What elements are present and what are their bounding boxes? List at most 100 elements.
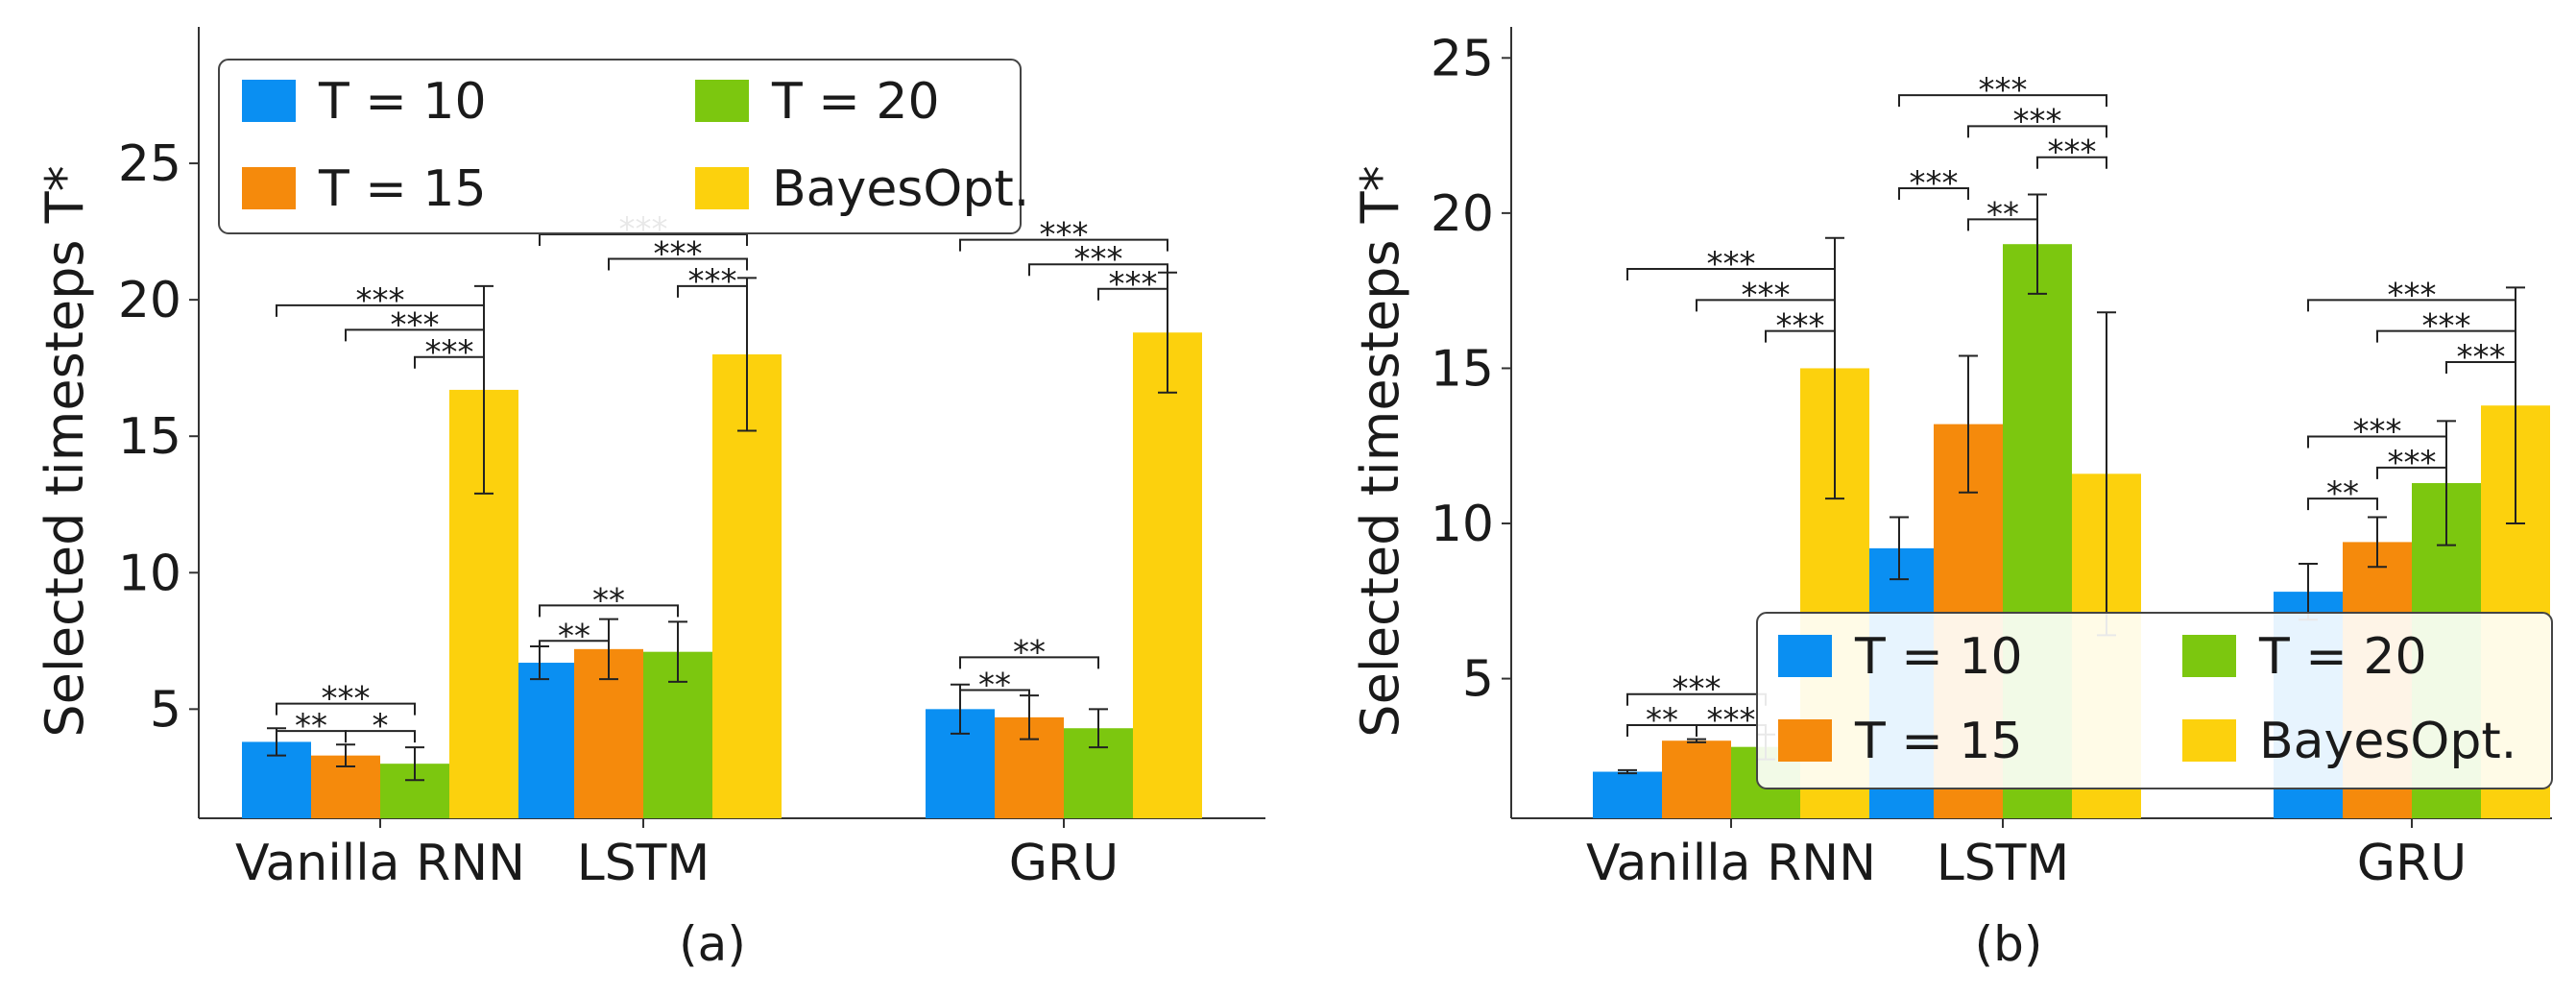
- legend-label: T = 20: [771, 73, 940, 131]
- significance-bracket: [345, 328, 485, 342]
- legend-swatch: [695, 80, 749, 122]
- significance-bracket: [1696, 299, 1836, 312]
- significance-bracket: [1097, 287, 1168, 301]
- legend-label: T = 15: [318, 160, 487, 218]
- significance-label: ***: [2457, 338, 2506, 376]
- x-tick-label: Vanilla RNN: [235, 835, 525, 892]
- x-tick-label: GRU: [1009, 835, 1119, 892]
- x-tick-label: LSTM: [1937, 835, 2070, 892]
- significance-label: **: [1986, 195, 2019, 233]
- y-axis-label: Selected timesteps T*: [35, 165, 95, 737]
- significance-label: ***: [2388, 276, 2437, 314]
- y-tick-label: 5: [150, 681, 181, 739]
- y-tick-label: 25: [118, 135, 181, 193]
- bar: [1593, 771, 1662, 818]
- legend-swatch: [242, 167, 296, 209]
- legend-box: [1756, 612, 2553, 789]
- y-tick-label: 10: [118, 545, 181, 602]
- y-tick-label: 25: [1431, 30, 1494, 87]
- significance-label: ***: [322, 680, 371, 718]
- bar: [1133, 332, 1202, 818]
- significance-bracket: [959, 656, 1099, 669]
- y-tick-label: 15: [118, 408, 181, 466]
- significance-label: ***: [1707, 701, 1756, 740]
- legend-box: [218, 59, 1022, 234]
- y-tick-label: 20: [118, 272, 181, 329]
- significance-label: ***: [654, 235, 703, 274]
- significance-bracket: [2307, 435, 2447, 449]
- significance-label: ***: [391, 305, 440, 344]
- significance-bracket: [1967, 218, 2038, 231]
- significance-bracket: [414, 355, 485, 369]
- legend-swatch: [2182, 635, 2236, 677]
- significance-label: ***: [1040, 216, 1089, 255]
- significance-label: *: [373, 707, 389, 745]
- legend-swatch: [1778, 635, 1832, 677]
- significance-bracket: [959, 238, 1168, 252]
- significance-bracket: [1967, 125, 2107, 138]
- panel-label: (a): [679, 916, 746, 972]
- legend-label: T = 20: [2258, 628, 2427, 686]
- y-tick-label: 10: [1431, 496, 1494, 553]
- significance-bracket: [276, 303, 485, 317]
- significance-bracket: [2376, 329, 2516, 343]
- chart-panel-a: 5 10 15 20 25 Vanilla RNN LSTM GRU Selected time…: [35, 27, 1265, 972]
- significance-bracket: [608, 257, 748, 271]
- significance-label: ***: [425, 333, 474, 372]
- significance-label: ***: [1707, 245, 1756, 283]
- significance-bracket: [1626, 268, 1836, 281]
- chart-panel-b: 5 10 15 20 25 Vanilla RNN LSTM GRU Selected time…: [1350, 27, 2553, 972]
- significance-label: ***: [1742, 276, 1791, 314]
- significance-bracket: [1765, 329, 1836, 343]
- y-tick-label: 15: [1431, 340, 1494, 398]
- legend-label: T = 15: [1854, 713, 2023, 770]
- y-axis-label: Selected timesteps T*: [1350, 165, 1410, 737]
- significance-label: **: [2326, 474, 2359, 513]
- significance-label: ***: [2013, 102, 2062, 140]
- legend-swatch: [695, 167, 749, 209]
- significance-bracket: [959, 689, 1030, 702]
- significance-bracket: [539, 640, 610, 653]
- significance-label: ***: [1979, 71, 2028, 109]
- significance-label: ***: [1673, 670, 1721, 709]
- significance-label: ***: [1776, 307, 1825, 346]
- significance-bracket: [2376, 466, 2447, 479]
- significance-bracket: [1028, 263, 1168, 277]
- significance-bracket: [2307, 299, 2516, 312]
- significance-label: ***: [1910, 164, 1959, 203]
- significance-label: ***: [2048, 133, 2097, 172]
- legend-swatch: [1778, 719, 1832, 762]
- significance-label: **: [1013, 633, 1046, 671]
- significance-bracket: [2445, 360, 2516, 374]
- significance-bracket: [1898, 187, 1969, 201]
- y-tick-label: 5: [1462, 651, 1494, 709]
- significance-label: ***: [688, 262, 737, 301]
- legend-swatch: [242, 80, 296, 122]
- significance-label: ***: [356, 281, 405, 320]
- significance-bracket: [345, 730, 416, 743]
- significance-bracket: [1898, 94, 2107, 108]
- significance-label: **: [1646, 701, 1678, 740]
- panel-label: (b): [1975, 916, 2043, 972]
- x-tick-label: Vanilla RNN: [1586, 835, 1876, 892]
- significance-label: ***: [1109, 265, 1158, 303]
- x-tick-label: LSTM: [577, 835, 710, 892]
- significance-label: ***: [2422, 307, 2471, 346]
- significance-label: **: [558, 617, 590, 655]
- significance-label: ***: [2388, 444, 2437, 482]
- legend-label: BayesOpt.: [2259, 713, 2516, 770]
- significance-bracket: [276, 702, 416, 716]
- significance-bracket: [677, 284, 748, 298]
- y-tick-label: 20: [1431, 185, 1494, 243]
- legend-swatch: [2182, 719, 2236, 762]
- legend-label: T = 10: [318, 73, 487, 131]
- legend-label: BayesOpt.: [772, 160, 1029, 218]
- significance-bracket: [539, 604, 679, 618]
- significance-label: ***: [2353, 413, 2402, 451]
- significance-label: **: [295, 707, 327, 745]
- significance-bracket: [2036, 156, 2107, 169]
- x-tick-label: GRU: [2357, 835, 2468, 892]
- significance-label: ***: [1074, 240, 1123, 279]
- significance-bracket: [2307, 498, 2378, 511]
